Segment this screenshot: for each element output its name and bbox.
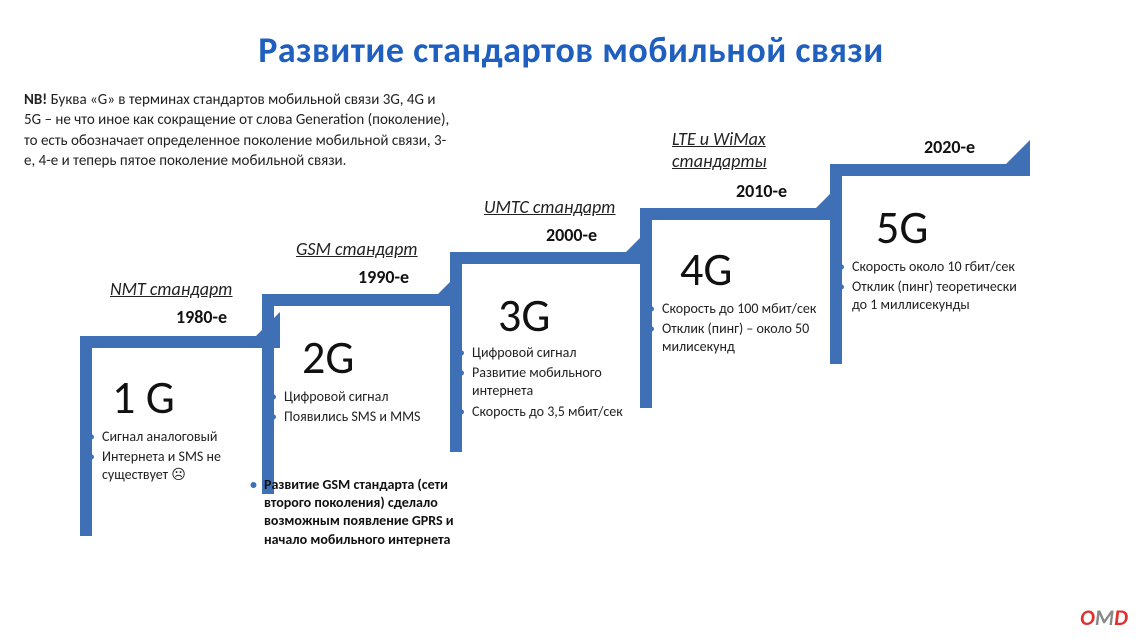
- decade-label: 2010-е: [736, 180, 787, 202]
- bullet-item: Интернета и SMS не существует ☹: [88, 448, 238, 484]
- step-bar-horizontal: [450, 252, 640, 264]
- generation-label: 5G: [876, 200, 928, 256]
- nb-body: Буква «G» в терминах стандартов мобильно…: [24, 91, 449, 170]
- step-bar-horizontal: [830, 164, 1020, 176]
- generation-bullets: Скорость около 10 гбит/сек Отклик (пинг) …: [838, 258, 1018, 317]
- nb-note: NB! Буква «G» в терминах стандартов моби…: [24, 90, 454, 171]
- generation-bullets: Скорость до 100 мбит/сек Отклик (пинг) – …: [648, 300, 818, 359]
- bullet-item: Скорость около 10 гбит/сек: [838, 258, 1018, 276]
- decade-label: 2020-е: [924, 136, 975, 158]
- nb-prefix: NB!: [24, 91, 47, 109]
- decade-label: 1980-е: [176, 306, 227, 328]
- bullet-item: Цифровой сигнал: [458, 344, 628, 362]
- bullet-item: Скорость до 3,5 мбит/сек: [458, 403, 628, 421]
- bullet-item: Сигнал аналоговый: [88, 428, 238, 446]
- decade-label: 1990-е: [358, 266, 409, 288]
- logo-o: O: [1080, 604, 1095, 631]
- bullet-item: Развитие мобильного интернета: [458, 364, 628, 400]
- standard-label: LTE и WiMax стандарты: [672, 128, 842, 172]
- step-bar-horizontal: [262, 294, 452, 306]
- generation-bullets: Цифровой сигнал Появились SMS и MMS: [270, 388, 430, 428]
- bullet-item: Отклик (пинг) теоретически до 1 миллисек…: [838, 278, 1018, 314]
- generation-bullets: Сигнал аналоговый Интернета и SMS не суще…: [88, 428, 238, 487]
- generation-label: 1 G: [112, 370, 175, 426]
- page-title: Развитие стандартов мобильной связи: [0, 0, 1142, 72]
- generation-label: 2G: [302, 330, 354, 386]
- bullet-item: Появились SMS и MMS: [270, 408, 430, 426]
- bullet-item: Отклик (пинг) – около 50 милисекунд: [648, 320, 818, 356]
- step-bar-horizontal: [640, 208, 830, 220]
- standard-label: UMTC стандарт: [484, 196, 654, 218]
- generation-label: 3G: [498, 288, 550, 344]
- gsm-bold-note: •Развитие GSM стандарта (сети второго по…: [250, 476, 470, 549]
- generation-bullets: Цифровой сигнал Развитие мобильного интер…: [458, 344, 628, 423]
- step-bar-horizontal: [80, 336, 270, 348]
- standard-label: NMT стандарт: [110, 278, 280, 300]
- bullet-item: Скорость до 100 мбит/сек: [648, 300, 818, 318]
- omd-logo: OMD: [1080, 604, 1128, 631]
- bullet-item: Цифровой сигнал: [270, 388, 430, 406]
- generation-label: 4G: [680, 242, 732, 298]
- logo-d: D: [1114, 604, 1128, 631]
- logo-m: M: [1095, 604, 1114, 631]
- decade-label: 2000-е: [546, 224, 597, 246]
- step-triangle: [994, 140, 1030, 176]
- standard-label: GSM стандарт: [296, 238, 466, 260]
